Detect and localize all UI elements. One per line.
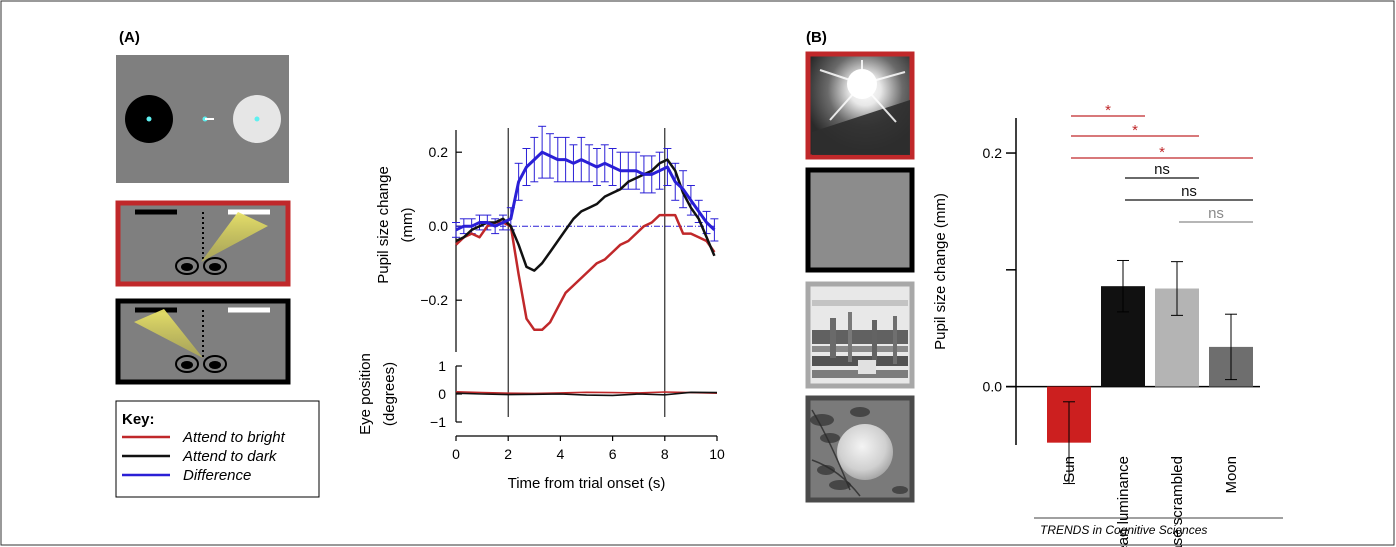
sig-label-1: *: [1132, 122, 1138, 139]
x-tick-label-0: 0: [452, 446, 460, 462]
pupil-y-label-line-2: (mm): [399, 208, 416, 243]
bar-y-tick-label-1: 0.2: [983, 145, 1003, 161]
bar-y-tick-label-0: 0.0: [983, 379, 1003, 395]
bar-y-label: Pupil size change (mm): [932, 193, 949, 350]
bar-errorbar-1: [1117, 259, 1129, 313]
bar-category-label-3: Moon: [1223, 456, 1240, 494]
sig-label-3: ns: [1154, 161, 1170, 178]
bar-category-label-1: Mean luminance: [1115, 456, 1132, 547]
eye-line-dark: [455, 391, 718, 397]
phase-scrambled-image-icon: [805, 281, 915, 389]
eye-line-bright: [455, 391, 718, 395]
mean-luminance-image-icon: [805, 167, 915, 273]
eye-y-tick-label-0: −1: [430, 414, 446, 430]
x-tick-label-4: 8: [661, 446, 669, 462]
pupil-bar-chart: 0.0 0.2 Pupil size change (mm) Sun Mean lumi…: [932, 102, 1260, 547]
attend-dark-diagram-icon: [115, 298, 291, 385]
x-tick-label-3: 6: [609, 446, 617, 462]
sig-label-2: *: [1159, 144, 1165, 161]
credit-text: TRENDS in Cognitive Sciences: [1040, 523, 1207, 537]
pupil-y-tick-label-0: −0.2: [420, 292, 448, 308]
x-axis-label: Time from trial onset (s): [508, 475, 666, 492]
x-tick-label-2: 4: [557, 446, 565, 462]
pupil-y-tick-label-2: 0.2: [429, 144, 449, 160]
x-tick-label-5: 10: [709, 446, 725, 462]
sig-label-0: *: [1105, 102, 1111, 119]
bar-errorbar-3: [1225, 313, 1237, 381]
bar-errorbar-0: [1063, 401, 1075, 485]
series-line-difference: [455, 150, 716, 232]
pupil-y-tick-label-1: 0.0: [429, 218, 449, 234]
x-tick-label-1: 2: [504, 446, 512, 462]
key-label-1: Attend to dark: [182, 448, 278, 465]
panel-b-label: (B): [806, 29, 827, 46]
series-line-bright: [455, 213, 716, 332]
stimulus-display-icon: [116, 55, 289, 183]
bar-category-label-2: Phase scrambled: [1169, 456, 1186, 547]
key-title: Key:: [122, 411, 155, 428]
bar-category-label-0: Sun: [1061, 456, 1078, 483]
moon-image-icon: [805, 395, 915, 503]
bar-errorbar-2: [1171, 261, 1183, 316]
panel-a-label: (A): [119, 29, 140, 46]
key-label-0: Attend to bright: [182, 429, 286, 446]
sig-label-4: ns: [1181, 183, 1197, 200]
pupil-line-chart: −0.2 0.0 0.2 Pupil size change (mm): [375, 125, 719, 417]
legend-key: Key: Attend to bright Attend to dark Diffe…: [115, 400, 320, 498]
series-line-dark: [455, 158, 716, 272]
sun-image-icon: [805, 51, 915, 160]
pupil-y-label-line-1: Pupil size change: [375, 166, 392, 284]
sig-label-5: ns: [1208, 205, 1224, 222]
eye-y-label-line-2: (degrees): [381, 362, 398, 426]
key-label-2: Difference: [183, 467, 251, 484]
attend-bright-diagram-icon: [115, 200, 291, 287]
eye-y-tick-label-2: 1: [438, 358, 446, 374]
eye-y-tick-label-1: 0: [438, 386, 446, 402]
eye-y-label-line-1: Eye position: [357, 353, 374, 435]
